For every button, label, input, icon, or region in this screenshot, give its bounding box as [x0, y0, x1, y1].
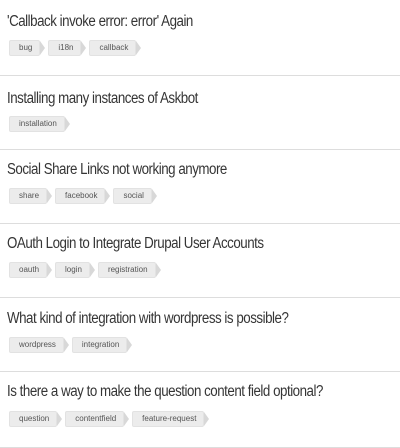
tag-list: bug i18n callback — [9, 40, 144, 56]
question-item: 'Callback invoke error: error' Again bug… — [0, 0, 400, 76]
question-item: What kind of integration with wordpress … — [0, 297, 400, 372]
tag-wordpress[interactable]: wordpress — [9, 337, 69, 353]
question-item: Installing many instances of Askbot inst… — [0, 75, 400, 150]
question-title-link[interactable]: What kind of integration with wordpress … — [7, 310, 289, 327]
tag-feature-request[interactable]: feature-request — [132, 411, 210, 427]
question-title-link[interactable]: 'Callback invoke error: error' Again — [7, 13, 193, 30]
tag-share[interactable]: share — [9, 188, 53, 204]
tag-list: installation — [9, 116, 73, 132]
question-item: OAuth Login to Integrate Drupal User Acc… — [0, 223, 400, 298]
tag-social[interactable]: social — [113, 188, 158, 204]
tag-oauth[interactable]: oauth — [9, 262, 53, 278]
tag-bug[interactable]: bug — [9, 40, 46, 56]
tag-registration[interactable]: registration — [97, 262, 161, 278]
tag-facebook[interactable]: facebook — [55, 188, 112, 204]
tag-list: wordpress integration — [9, 337, 135, 353]
tag-callback[interactable]: callback — [89, 40, 142, 56]
question-title-link[interactable]: Social Share Links not working anymore — [7, 161, 227, 178]
tag-integration[interactable]: integration — [71, 337, 133, 353]
question-item: Social Share Links not working anymore s… — [0, 149, 400, 224]
tag-contentfield[interactable]: contentfield — [65, 411, 130, 427]
question-item: Is there a way to make the question cont… — [0, 371, 400, 448]
tag-list: question contentfield feature-request — [9, 411, 212, 427]
question-title-link[interactable]: Installing many instances of Askbot — [7, 90, 198, 107]
tag-list: oauth login registration — [9, 262, 164, 278]
tag-list: share facebook social — [9, 188, 160, 204]
tag-login[interactable]: login — [55, 262, 95, 278]
question-title-link[interactable]: OAuth Login to Integrate Drupal User Acc… — [7, 235, 264, 252]
tag-i18n[interactable]: i18n — [48, 40, 87, 56]
tag-installation[interactable]: installation — [9, 116, 70, 132]
question-title-link[interactable]: Is there a way to make the question cont… — [7, 383, 323, 400]
tag-question[interactable]: question — [9, 411, 63, 427]
